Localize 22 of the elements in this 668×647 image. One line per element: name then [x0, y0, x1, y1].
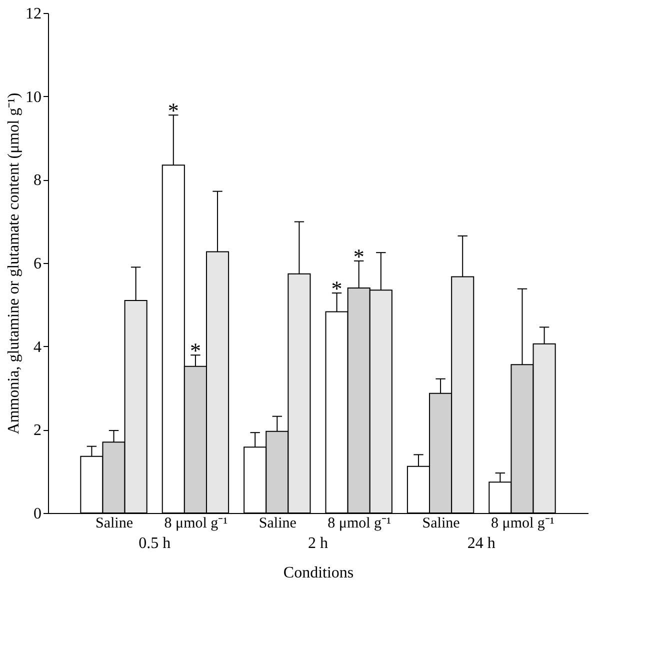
y-tick-label: 4	[34, 338, 42, 356]
text: 24 h	[467, 535, 496, 552]
x-tick-label: Saline	[422, 516, 460, 532]
data-label: *	[353, 244, 364, 269]
y-tick-label: 0	[34, 506, 42, 522]
y-tick-label: 10	[26, 88, 42, 106]
text: 0.5 h	[138, 535, 171, 552]
data-label: *	[331, 276, 342, 301]
x-tick-label: 8 μmol g⁻¹	[164, 516, 228, 532]
y-tick-label: 8	[34, 172, 42, 190]
data-label: *	[190, 338, 201, 364]
text: 2 h	[308, 535, 328, 552]
x-axis-title: Conditions	[283, 564, 354, 582]
data-label: *	[168, 98, 179, 124]
x-tick-label: Saline	[258, 516, 297, 532]
x-tick-label: Saline	[96, 516, 134, 532]
x-tick-label: 8 μmol g⁻¹	[328, 516, 392, 532]
y-tick-label: 12	[26, 6, 42, 22]
x-tick-label: 8 μmol g⁻¹	[491, 516, 554, 532]
y-tick-label: 2	[34, 422, 42, 440]
y-tick-label: 6	[34, 256, 42, 272]
y-axis-title: Ammonia, glutamine or glutamate content (μmol g⁻¹)	[6, 92, 22, 434]
